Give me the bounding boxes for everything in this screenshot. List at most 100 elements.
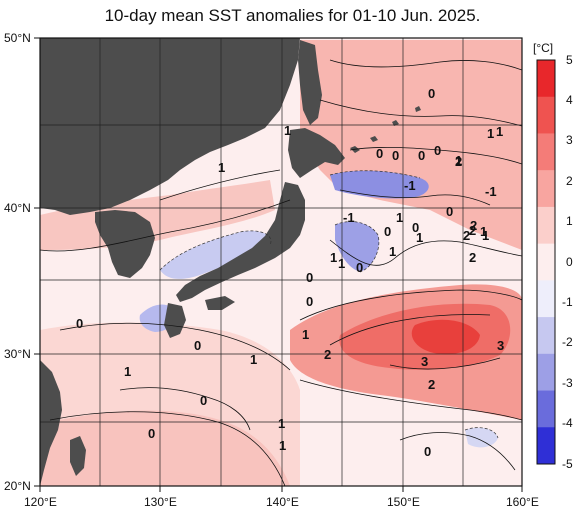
land-shikoku	[205, 296, 235, 310]
contour-label: -1	[485, 184, 497, 199]
colorbar-swatch	[537, 317, 555, 355]
land-continent	[40, 38, 300, 215]
contour-label: 1	[416, 230, 423, 245]
lat-label-40n: 40°N	[4, 201, 31, 215]
colorbar-swatch	[537, 96, 555, 134]
contour-label: 0	[306, 270, 313, 285]
colorbar-tick: -4	[562, 416, 573, 430]
contour-label: 0	[418, 148, 425, 163]
lon-label-140e: 140°E	[266, 495, 299, 509]
cool-patch-south	[465, 427, 498, 448]
contour-label: 1	[284, 123, 291, 138]
colorbar-tick: 2	[566, 174, 573, 188]
cool-patch-kuroshio	[335, 221, 379, 272]
land-hokkaido	[288, 128, 345, 178]
contour-label: 0	[384, 224, 391, 239]
contour-label: 2	[324, 347, 331, 362]
plot-area: 0 1 1 0 1 0 1 0 0 1 0 0 1 1 1 0 1 2 0 1 …	[40, 38, 522, 486]
contour-label: 0	[76, 316, 83, 331]
colorbar-tick: 3	[566, 133, 573, 147]
contour-lines-dashed	[159, 170, 499, 439]
lon-label-160e: 160°E	[506, 495, 539, 509]
graticule	[40, 38, 522, 486]
contour-label: 0	[306, 294, 313, 309]
contour-label: 2	[428, 377, 435, 392]
contour-label: 2	[455, 154, 462, 169]
contour-label: 1	[487, 126, 494, 141]
contour-label: -1	[404, 178, 416, 193]
colorbar-swatch	[537, 427, 555, 465]
contour-label: 1	[496, 124, 503, 139]
cool-patch-japan-sea	[160, 230, 271, 279]
colorbar-ticks: 5 4 3 2 1 0 -1 -2 -3 -4 -5	[562, 53, 573, 471]
warm-patch-south2	[40, 410, 290, 486]
colorbar-swatch	[537, 390, 555, 428]
contour-label: 0	[412, 220, 419, 235]
land-taiwan	[70, 436, 86, 476]
land-kurils	[350, 106, 421, 153]
colorbar-tick: -5	[562, 457, 573, 471]
contour-label: 1	[396, 210, 403, 225]
colorbar-tick: 1	[566, 214, 573, 228]
colorbar-swatch	[537, 60, 555, 98]
colorbar-unit: [°C]	[533, 41, 553, 55]
contour-label: 1	[278, 416, 285, 431]
land-korea	[95, 210, 155, 278]
contour-label: 1	[480, 224, 487, 239]
contour-label: 0	[148, 426, 155, 441]
contour-label: 0	[428, 86, 435, 101]
colorbar-tick: -2	[562, 335, 573, 349]
land-china-coast	[40, 360, 62, 486]
colorbar-frame	[536, 59, 556, 465]
plot-frame	[39, 37, 523, 487]
land-honshu	[176, 182, 305, 302]
colorbar-tick: 0	[566, 255, 573, 269]
colorbar-swatch	[537, 170, 555, 208]
contour-label: 3	[421, 354, 428, 369]
colorbar-tick: 5	[566, 53, 573, 67]
map-title: 10-day mean SST anomalies for 01-10 Jun.…	[104, 6, 481, 25]
warm-patch-east-sea	[40, 180, 275, 250]
contour-label: 0	[194, 338, 201, 353]
land-kyushu	[164, 303, 186, 338]
contour-label: 2	[463, 228, 470, 243]
longitude-labels: 120°E 130°E 140°E 150°E 160°E	[24, 495, 539, 509]
cool-patch-oyashio	[330, 170, 429, 199]
colorbar-swatch	[537, 353, 555, 392]
contour-label: 0	[356, 260, 363, 275]
colorbar-swatch	[537, 243, 555, 281]
contour-label: 0	[446, 204, 453, 219]
contour-label: 1	[218, 160, 225, 175]
lat-label-50n: 50°N	[4, 31, 31, 45]
contour-label: 0	[376, 146, 383, 161]
contour-label: -1	[343, 210, 355, 225]
contour-label: 1	[250, 352, 257, 367]
colorbar: [°C] 5 4 3 2 1 0 -1 -2 -3 -4 -5	[533, 41, 573, 471]
contour-label: 1	[338, 256, 345, 271]
contour-label: 2	[469, 250, 476, 265]
contour-labels: 0 1 1 0 1 0 1 0 0 1 0 0 1 1 1 0 1 2 0 1 …	[76, 86, 504, 459]
contour-label: 1	[302, 327, 309, 342]
colorbar-tick: -1	[562, 295, 573, 309]
contour-label: 0	[424, 444, 431, 459]
contour-label: 1	[389, 244, 396, 259]
colorbar-tick: -3	[562, 376, 573, 390]
contour-label: 1	[124, 364, 131, 379]
lat-label-20n: 20°N	[4, 479, 31, 493]
axis-ticks	[34, 37, 523, 492]
lon-label-120e: 120°E	[24, 495, 57, 509]
contour-label: 1	[455, 153, 462, 168]
contour-label: 0	[434, 143, 441, 158]
latitude-labels: 50°N 40°N 30°N 20°N	[4, 31, 31, 493]
lon-label-150e: 150°E	[387, 495, 420, 509]
colorbar-swatch	[537, 206, 555, 245]
colorbar-tick: 4	[566, 93, 573, 107]
contour-label: 2	[469, 223, 476, 238]
colorbar-swatches	[537, 60, 555, 465]
contour-label: 2	[470, 218, 477, 233]
colorbar-swatch	[537, 133, 555, 171]
land-sakhalin	[298, 40, 322, 125]
lat-label-30n: 30°N	[4, 347, 31, 361]
contour-label: 0	[392, 148, 399, 163]
